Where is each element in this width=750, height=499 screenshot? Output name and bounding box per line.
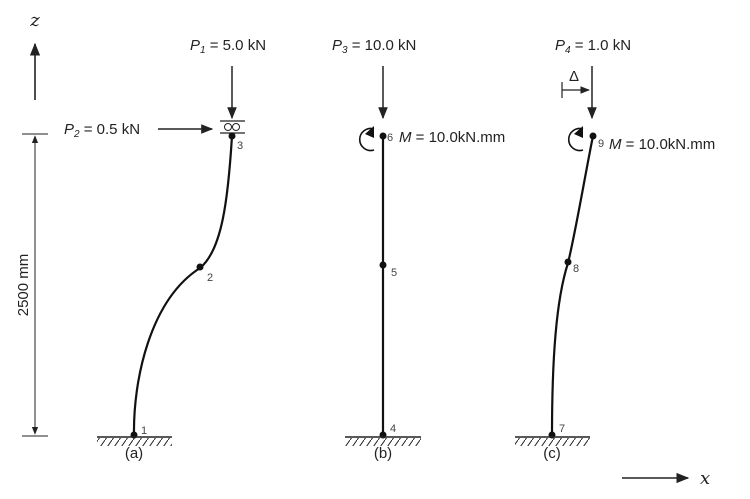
panel-b: P3 = 10.0 kN M = 10.0kN.mm 4 5 6 (b) <box>332 37 505 462</box>
node-label-8: 8 <box>573 263 579 275</box>
moment-label-b: M = 10.0kN.mm <box>399 129 505 146</box>
node-3 <box>228 132 236 140</box>
x-axis-label: x <box>700 468 710 489</box>
imperfection-offset: Δ <box>561 68 590 98</box>
fixed-support-c <box>515 436 590 446</box>
node-8 <box>564 258 572 266</box>
node-label-1: 1 <box>141 425 147 437</box>
panel-a: P1 = 5.0 kN P2 = 0.5 kN 1 2 3 (a) <box>64 37 266 462</box>
x-axis: x <box>622 468 710 489</box>
moment-arrowhead-b <box>365 126 374 138</box>
height-dimension-label: 2500 mm <box>15 254 32 317</box>
delta-label: Δ <box>569 68 579 85</box>
node-5 <box>379 261 387 269</box>
node-label-4: 4 <box>390 423 396 435</box>
panel-c: P4 = 1.0 kN Δ M = 10.0kN.mm 7 8 9 (c) <box>515 37 715 462</box>
z-axis: z <box>29 10 40 100</box>
caption-c: (c) <box>543 445 561 462</box>
caption-b: (b) <box>374 445 392 462</box>
node-2 <box>196 263 204 271</box>
z-axis-label: z <box>29 10 40 31</box>
node-label-7: 7 <box>559 423 565 435</box>
caption-a: (a) <box>125 445 143 462</box>
moment-label-c: M = 10.0kN.mm <box>609 136 715 153</box>
node-label-6: 6 <box>387 132 393 144</box>
load-label-p2: P2 = 0.5 kN <box>64 121 140 140</box>
moment-arrowhead-c <box>574 126 583 138</box>
node-label-5: 5 <box>391 267 397 279</box>
moment-arc-b <box>359 127 375 152</box>
node-label-9: 9 <box>598 138 604 150</box>
load-label-p3: P3 = 10.0 kN <box>332 37 416 56</box>
moment-arc-c <box>568 127 584 152</box>
node-9 <box>589 132 597 140</box>
imperfect-column-c <box>550 135 595 436</box>
load-label-p4: P4 = 1.0 kN <box>555 37 631 56</box>
load-label-p1: P1 = 5.0 kN <box>190 37 266 56</box>
fixed-support-b <box>345 436 421 446</box>
height-dimension: 2500 mm <box>15 133 48 437</box>
deformed-column-a <box>132 135 234 437</box>
roller-support <box>220 120 245 134</box>
node-6 <box>379 132 387 140</box>
node-label-2: 2 <box>207 272 213 284</box>
fixed-support-a <box>97 436 172 446</box>
node-label-3: 3 <box>237 140 243 152</box>
